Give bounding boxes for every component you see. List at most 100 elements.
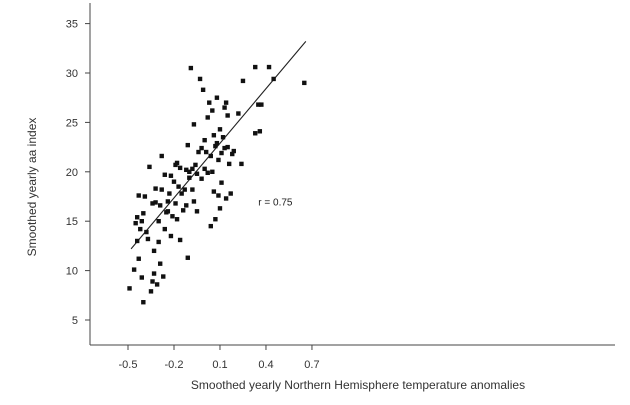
data-point	[190, 166, 195, 172]
data-point	[191, 122, 197, 127]
data-point	[207, 100, 212, 105]
y-axis-title: Smoothed yearly aa index	[25, 118, 39, 257]
data-point	[197, 76, 203, 82]
data-point	[162, 226, 167, 232]
data-point	[136, 193, 141, 198]
data-point	[214, 95, 220, 100]
data-point	[193, 162, 198, 168]
data-point	[165, 199, 171, 204]
data-point	[302, 80, 307, 86]
data-point	[191, 199, 197, 204]
data-point	[203, 149, 209, 155]
data-point	[177, 237, 183, 243]
data-point	[236, 111, 241, 116]
data-point	[211, 133, 217, 138]
data-point	[213, 217, 218, 222]
data-point	[148, 289, 154, 294]
data-point	[134, 238, 140, 244]
data-point	[144, 229, 149, 235]
data-point	[240, 78, 246, 84]
data-point	[142, 194, 148, 199]
data-point	[145, 236, 151, 242]
plot-area: 5 10 15 20 25 30 35 -0.5 -0.2 0.1 0.4 0.7	[66, 3, 615, 371]
data-point	[214, 140, 220, 146]
data-point	[194, 171, 200, 176]
data-point	[205, 170, 210, 175]
data-point	[127, 286, 132, 291]
data-point	[139, 219, 144, 224]
data-point	[138, 226, 143, 232]
data-point	[174, 160, 180, 166]
data-point	[239, 161, 244, 167]
data-point	[156, 239, 161, 245]
x-tick-label: 0.4	[258, 359, 273, 371]
data-point	[185, 255, 190, 260]
data-point	[211, 189, 217, 194]
data-point	[208, 223, 213, 229]
y-tick-label: 10	[66, 266, 78, 278]
data-point	[216, 193, 221, 198]
data-point	[159, 187, 164, 192]
data-point	[219, 180, 224, 185]
data-point	[222, 145, 227, 151]
data-point	[213, 143, 218, 149]
data-point	[157, 261, 163, 266]
data-point	[161, 274, 166, 279]
y-tick-label: 20	[66, 167, 78, 179]
y-tick-label: 35	[66, 19, 78, 31]
data-point	[171, 179, 177, 184]
data-point	[253, 131, 258, 136]
data-point	[266, 64, 272, 70]
data-point	[133, 220, 138, 226]
data-point	[162, 172, 167, 177]
data-point	[157, 203, 163, 208]
x-tick-label: -0.5	[119, 359, 138, 371]
data-point	[187, 169, 192, 174]
data-point	[230, 151, 235, 157]
data-point	[131, 267, 137, 272]
data-point	[223, 100, 229, 105]
data-point	[188, 65, 194, 71]
data-point	[153, 200, 158, 205]
x-tick-label: -0.2	[165, 359, 184, 371]
data-point	[190, 187, 195, 192]
data-point	[179, 191, 184, 196]
data-point	[153, 186, 158, 191]
data-point	[156, 219, 161, 224]
data-point	[165, 209, 171, 214]
x-tick-label: 0.1	[212, 359, 227, 371]
data-point	[200, 87, 206, 92]
data-point	[177, 165, 183, 171]
data-point	[194, 209, 200, 214]
data-point	[159, 153, 164, 159]
data-point	[222, 105, 227, 110]
data-point	[173, 201, 178, 206]
data-point	[202, 166, 207, 172]
data-point	[208, 153, 213, 159]
data-point	[141, 300, 146, 305]
x-tick-label: 0.7	[304, 359, 319, 371]
data-point	[225, 113, 230, 118]
data-point	[253, 64, 258, 70]
x-axis-title: Smoothed yearly Northern Hemisphere temp…	[191, 378, 525, 392]
data-point	[210, 108, 215, 113]
data-point	[151, 248, 157, 254]
data-point	[199, 145, 204, 151]
data-point	[219, 150, 224, 156]
data-point	[167, 191, 172, 196]
y-tick-label: 30	[66, 68, 78, 80]
data-point	[196, 149, 201, 155]
data-point	[257, 129, 263, 134]
data-point	[176, 184, 181, 189]
data-point	[216, 157, 221, 163]
data-point	[185, 142, 190, 148]
data-point	[141, 211, 146, 216]
data-point	[210, 169, 215, 174]
data-point	[170, 214, 175, 219]
data-point	[150, 201, 155, 206]
correlation-annotation: r = 0.75	[258, 197, 293, 208]
data-point	[256, 102, 261, 107]
data-point	[136, 256, 141, 261]
data-point	[154, 282, 160, 287]
